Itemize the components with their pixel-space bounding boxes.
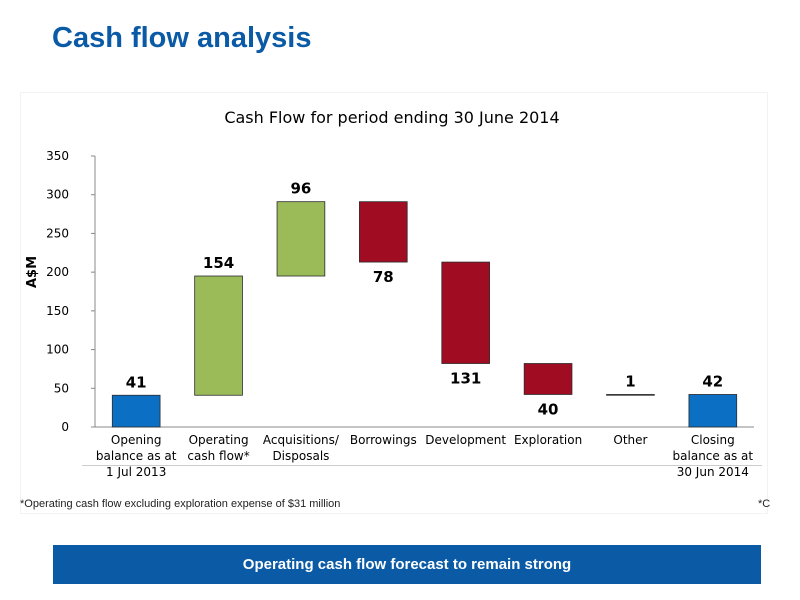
- y-tick-label: 150: [46, 304, 69, 318]
- x-category-label: Operating cash flow*: [187, 433, 249, 463]
- y-tick-label: 100: [46, 343, 69, 357]
- data-labels: 41 154 96 78 131 40 1 42: [126, 180, 724, 419]
- bar-value-label: 154: [203, 254, 234, 272]
- waterfall-bar: [606, 394, 655, 396]
- chart-background: [20, 92, 768, 514]
- x-category-label: Closing balance as at 30 Jun 2014: [673, 433, 754, 479]
- waterfall-chart: Cash Flow for period ending 30 June 2014…: [25, 108, 754, 479]
- y-tick-label: 50: [54, 381, 69, 395]
- slide-title: Cash flow analysis: [52, 22, 312, 54]
- waterfall-bar: [688, 394, 738, 428]
- bar-value-label: 96: [291, 180, 312, 198]
- x-axis-labels: Opening balance as at 1 Jul 2013 Operating c…: [96, 433, 753, 479]
- bar-value-label: 131: [450, 370, 481, 388]
- waterfall-bar: [194, 275, 243, 396]
- x-category-label: Acquisitions/Disposals: [263, 433, 340, 463]
- bar-value-label: 1: [625, 372, 635, 390]
- x-category-label: Borrowings: [350, 433, 417, 447]
- waterfall-bar: [359, 201, 408, 263]
- caption-divider: [82, 465, 762, 466]
- waterfall-bar: [441, 261, 490, 364]
- waterfall-bar: [523, 363, 573, 395]
- bar-value-label: 78: [373, 268, 394, 286]
- y-axis-label: A$M: [25, 256, 40, 288]
- footnote-right: *C: [758, 498, 771, 510]
- x-category-label: Other: [613, 433, 647, 447]
- bar-value-label: 42: [702, 372, 723, 390]
- bar-value-label: 40: [538, 400, 559, 418]
- x-category-label: Exploration: [514, 433, 582, 447]
- y-axis-ticks: 0 50 100 150 200 250 300 350: [46, 149, 95, 434]
- y-tick-label: 200: [46, 265, 69, 279]
- chart-panel: Cash Flow for period ending 30 June 2014…: [20, 92, 768, 514]
- x-category-label: Opening balance as at 1 Jul 2013: [96, 433, 177, 479]
- y-tick-label: 350: [46, 149, 69, 163]
- y-tick-label: 250: [46, 226, 69, 240]
- y-tick-label: 300: [46, 188, 69, 202]
- x-category-label: Development: [425, 433, 506, 447]
- waterfall-bar: [111, 394, 161, 428]
- footnote: *Operating cash flow excluding explorati…: [20, 498, 341, 510]
- y-tick-label: 0: [61, 420, 69, 434]
- bar-series: [111, 201, 738, 428]
- bar-value-label: 41: [126, 373, 147, 391]
- chart-title: Cash Flow for period ending 30 June 2014: [224, 108, 559, 127]
- summary-banner: Operating cash flow forecast to remain s…: [53, 545, 761, 584]
- waterfall-bar: [276, 201, 326, 277]
